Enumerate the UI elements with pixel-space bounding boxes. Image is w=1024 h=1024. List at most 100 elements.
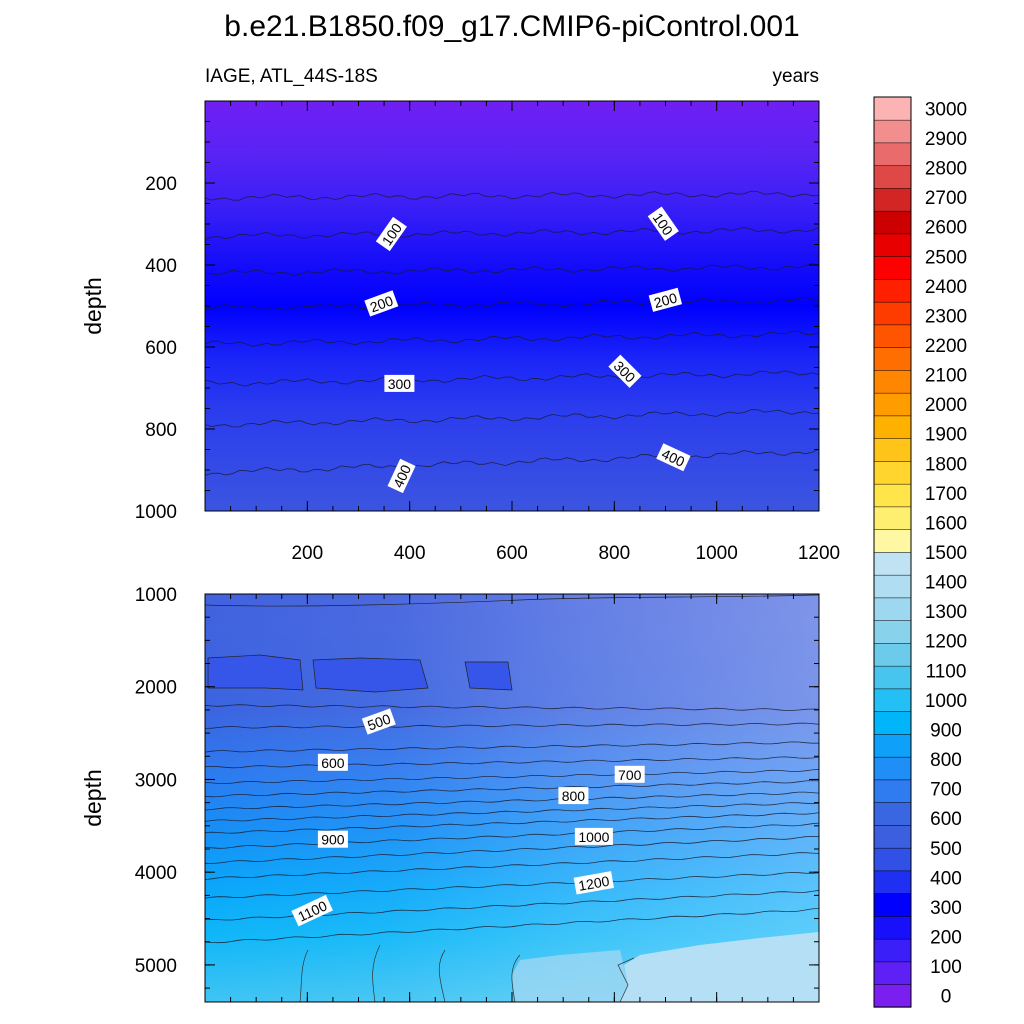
svg-text:300: 300	[388, 376, 412, 392]
contour-label-300: 300	[384, 374, 415, 392]
colorbar-swatch	[873, 824, 912, 849]
svg-text:200: 200	[368, 292, 396, 315]
colorbar-swatch	[873, 961, 912, 985]
y-tick-label-200: 200	[145, 174, 177, 195]
svg-text:1200: 1200	[577, 873, 611, 894]
colorbar-swatch	[873, 256, 912, 280]
svg-text:800: 800	[562, 788, 586, 804]
colorbar-swatch	[873, 506, 912, 530]
colorbar-swatch	[873, 369, 912, 394]
contour-line-100	[205, 226, 819, 240]
colorbar-label-2700: 2700	[925, 188, 967, 209]
contour-line-850	[205, 802, 819, 822]
contour-line-1000	[205, 835, 819, 864]
contour-line-650	[205, 756, 819, 769]
upper-y-axis-label: depth	[80, 277, 106, 335]
colorbar-label-100: 100	[930, 957, 962, 978]
y-tick-label-1000: 1000	[135, 502, 177, 523]
colorbar-label-1600: 1600	[925, 513, 967, 534]
colorbar-label-1200: 1200	[925, 632, 967, 653]
colorbar-swatch	[873, 893, 912, 917]
contour-line-950	[205, 822, 819, 849]
colorbar-label-1500: 1500	[925, 543, 967, 564]
contour-line-1100	[205, 872, 819, 899]
x-tick-label-600: 600	[496, 543, 528, 564]
contour-label-200: 200	[648, 287, 683, 312]
colorbar-label-600: 600	[930, 809, 962, 830]
y-tick-label-4000: 4000	[135, 863, 177, 884]
contour-line-1050	[205, 852, 819, 880]
contour-line-300	[205, 370, 819, 387]
lower-y-axis-label: depth	[80, 769, 106, 827]
colorbar-swatch	[873, 233, 912, 257]
colorbar-label-1100: 1100	[926, 661, 967, 682]
colorbar-swatch	[873, 642, 912, 667]
lower-shallow-pockets	[207, 654, 513, 693]
y-tick-label-3000: 3000	[135, 771, 177, 792]
colorbar-swatch	[873, 142, 912, 166]
x-tick-label-400: 400	[394, 543, 426, 564]
colorbar-swatch	[873, 438, 912, 462]
colorbar-swatch	[873, 96, 912, 121]
colorbar-swatch	[873, 665, 912, 690]
contour-label-200: 200	[364, 290, 399, 317]
contour-line-700	[205, 768, 819, 785]
colorbar-swatch	[873, 347, 912, 371]
svg-text:700: 700	[618, 767, 642, 783]
contour-line-800	[205, 791, 819, 811]
colorbar-label-200: 200	[930, 928, 962, 949]
colorbar-swatch	[873, 460, 912, 485]
svg-text:1000: 1000	[578, 829, 609, 845]
contour-line-250	[205, 330, 819, 347]
colorbar-swatch	[873, 210, 912, 235]
colorbar-label-400: 400	[930, 868, 962, 889]
x-tick-label-1200: 1200	[798, 543, 840, 564]
variable-label: IAGE, ATL_44S-18S	[205, 66, 378, 87]
upper-ticks: 200 400 600 800 1000 200 400 600 800 1000 1200	[135, 100, 840, 564]
chart-title: b.e21.B1850.f09_g17.CMIP6-piControl.001	[224, 10, 799, 43]
contour-line-600	[205, 741, 819, 753]
lower-contour-lines	[205, 704, 819, 944]
colorbar-swatch	[873, 847, 912, 872]
y-tick-label-1000: 1000	[135, 585, 177, 606]
y-tick-label-800: 800	[145, 420, 177, 441]
colorbar-swatch	[873, 984, 912, 1008]
x-tick-label-200: 200	[291, 543, 323, 564]
colorbar-label-2400: 2400	[925, 277, 967, 298]
contour-line-500	[205, 704, 819, 711]
colorbar-label-800: 800	[930, 750, 962, 771]
lower-mid-region	[512, 950, 628, 1002]
colorbar-label-0: 0	[941, 987, 952, 1008]
contour-label-900: 900	[317, 830, 348, 848]
colorbar-swatch	[873, 119, 912, 144]
contour-label-600: 600	[317, 753, 348, 771]
colorbar-label-900: 900	[930, 721, 962, 742]
colorbar-label-3000: 3000	[925, 99, 967, 120]
colorbar-swatch	[873, 483, 912, 508]
colorbar: 0 100 200 300 400 500 600 700 800 900 1000 1100 1200…	[873, 96, 967, 1008]
colorbar-label-700: 700	[930, 780, 962, 801]
colorbar-label-2900: 2900	[925, 129, 967, 150]
colorbar-swatch	[873, 187, 912, 212]
colorbar-label-2100: 2100	[925, 366, 967, 387]
x-tick-label-800: 800	[598, 543, 630, 564]
contour-label-1200: 1200	[573, 871, 615, 895]
colorbar-label-2500: 2500	[925, 247, 967, 268]
colorbar-swatch	[873, 278, 912, 303]
y-tick-label-5000: 5000	[135, 956, 177, 977]
x-tick-label-1000: 1000	[696, 543, 738, 564]
colorbar-label-1900: 1900	[925, 425, 967, 446]
contour-line-200	[205, 296, 819, 311]
colorbar-swatch	[873, 165, 912, 189]
svg-text:600: 600	[321, 755, 345, 771]
colorbar-swatch	[873, 392, 912, 417]
contour-line-350	[205, 409, 819, 428]
y-tick-label-600: 600	[145, 338, 177, 359]
colorbar-swatch	[873, 688, 912, 712]
colorbar-swatch	[873, 301, 912, 326]
contour-line-750	[205, 780, 819, 798]
upper-contour-lines	[205, 190, 819, 476]
colorbar-swatch	[873, 574, 912, 599]
